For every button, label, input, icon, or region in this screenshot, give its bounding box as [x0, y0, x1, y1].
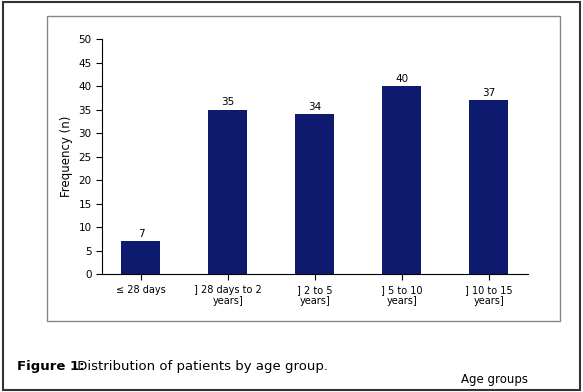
Y-axis label: Frequency (n): Frequency (n) [60, 116, 73, 198]
Bar [382, 86, 422, 274]
Text: Age groups: Age groups [461, 373, 528, 386]
Bar [295, 114, 335, 274]
Text: 7: 7 [138, 229, 144, 239]
Text: 35: 35 [222, 97, 234, 107]
Text: 34: 34 [308, 102, 321, 112]
Text: Distribution of patients by age group.: Distribution of patients by age group. [73, 360, 328, 373]
Bar [208, 110, 247, 274]
Text: 40: 40 [395, 74, 408, 84]
Text: Figure 1:: Figure 1: [17, 360, 85, 373]
Text: 37: 37 [482, 88, 496, 98]
FancyBboxPatch shape [47, 16, 560, 321]
Bar [469, 100, 508, 274]
Bar [121, 241, 160, 274]
FancyBboxPatch shape [3, 2, 580, 390]
